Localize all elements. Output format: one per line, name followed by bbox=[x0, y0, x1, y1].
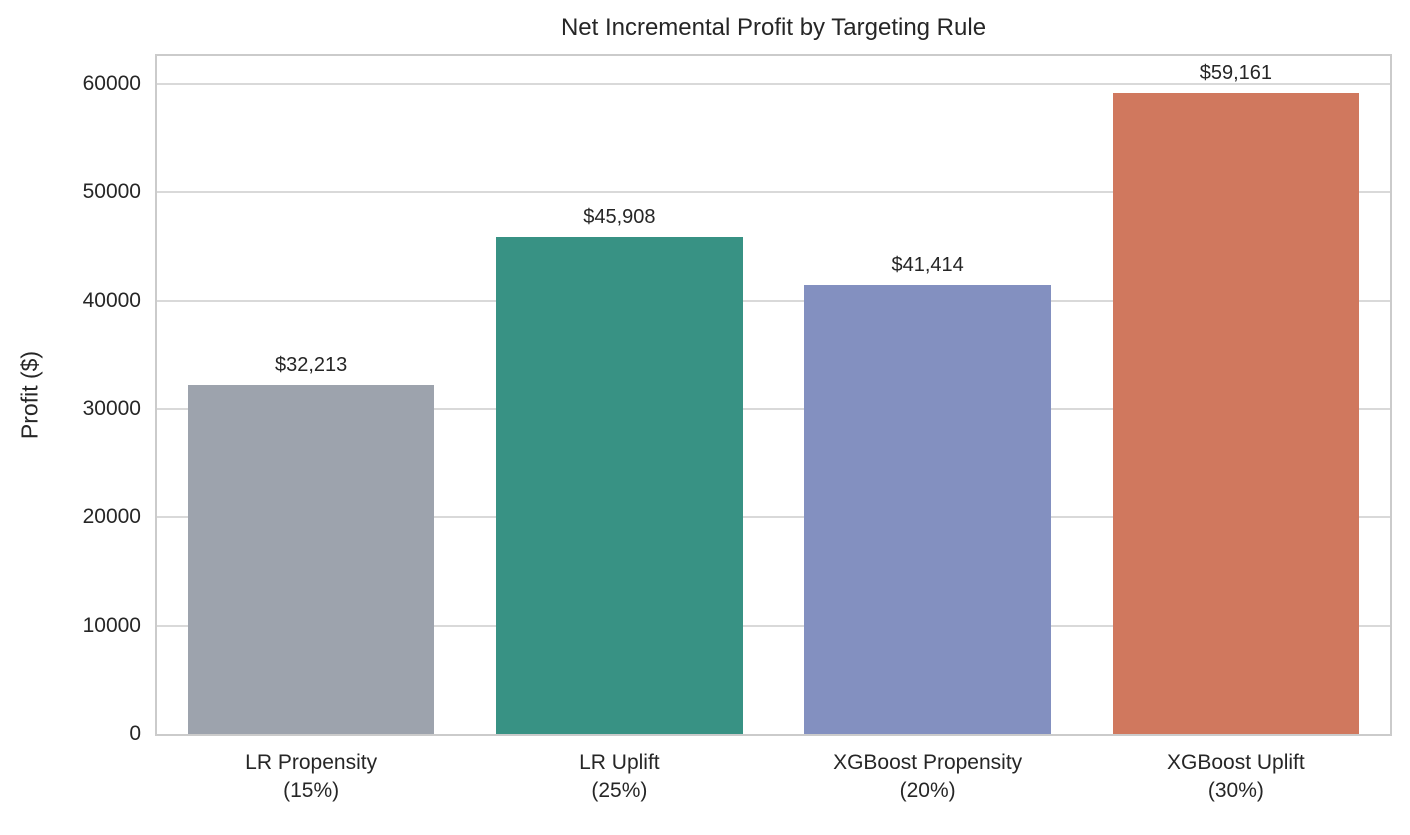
y-tick-label: 40000 bbox=[82, 288, 141, 312]
y-tick-label: 0 bbox=[129, 722, 141, 745]
gridline bbox=[157, 191, 1390, 194]
bar bbox=[187, 384, 435, 734]
x-tick-label: XGBoost Uplift (30%) bbox=[1167, 751, 1305, 802]
plot-area: $32,213 $45,908 $41,414 $59,161 bbox=[155, 54, 1392, 736]
y-tick-label: 50000 bbox=[82, 180, 141, 204]
chart-title: Net Incremental Profit by Targeting Rule bbox=[560, 14, 987, 41]
y-tick-label: 30000 bbox=[82, 396, 141, 420]
bar bbox=[804, 285, 1051, 734]
bar bbox=[1112, 92, 1360, 734]
bar-value-label: $41,414 bbox=[891, 254, 964, 277]
y-tick-label: 60000 bbox=[82, 71, 141, 95]
bar-value-label: $59,161 bbox=[1199, 61, 1273, 84]
gridline bbox=[157, 407, 1390, 410]
gridline bbox=[157, 516, 1390, 519]
gridline bbox=[157, 82, 1390, 85]
y-tick-label: 10000 bbox=[82, 613, 141, 637]
x-tick-label: LR Uplift (25%) bbox=[579, 751, 660, 802]
bar-value-label: $45,908 bbox=[583, 205, 656, 228]
bar-value-label: $32,213 bbox=[274, 353, 348, 376]
x-tick-label: XGBoost Propensity (20%) bbox=[833, 751, 1023, 802]
y-tick-label: 20000 bbox=[82, 505, 141, 529]
gridline bbox=[157, 299, 1390, 302]
bar bbox=[496, 236, 743, 734]
x-tick-label: LR Propensity (15%) bbox=[245, 751, 378, 802]
gridline bbox=[157, 624, 1390, 627]
